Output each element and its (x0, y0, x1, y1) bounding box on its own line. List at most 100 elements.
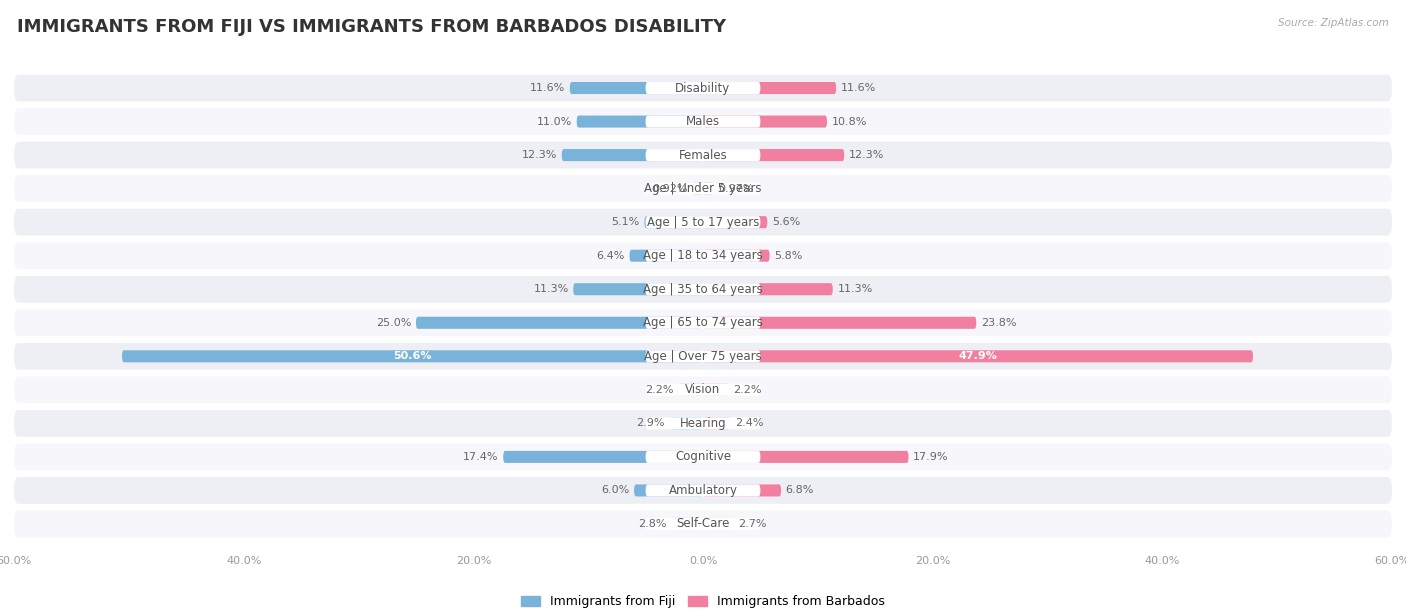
FancyBboxPatch shape (14, 108, 1392, 135)
Text: 11.6%: 11.6% (530, 83, 565, 93)
FancyBboxPatch shape (14, 510, 1392, 537)
Text: IMMIGRANTS FROM FIJI VS IMMIGRANTS FROM BARBADOS DISABILITY: IMMIGRANTS FROM FIJI VS IMMIGRANTS FROM … (17, 18, 725, 36)
FancyBboxPatch shape (703, 451, 908, 463)
Text: 6.0%: 6.0% (602, 485, 630, 496)
Text: 0.92%: 0.92% (652, 184, 688, 193)
Text: Vision: Vision (685, 383, 721, 397)
FancyBboxPatch shape (14, 142, 1392, 168)
FancyBboxPatch shape (14, 410, 1392, 437)
Text: 2.8%: 2.8% (638, 519, 666, 529)
FancyBboxPatch shape (569, 82, 703, 94)
Text: 2.2%: 2.2% (644, 385, 673, 395)
Text: 11.3%: 11.3% (838, 284, 873, 294)
Text: Age | 5 to 17 years: Age | 5 to 17 years (647, 215, 759, 229)
FancyBboxPatch shape (703, 417, 731, 430)
Text: 25.0%: 25.0% (375, 318, 412, 328)
Text: Self-Care: Self-Care (676, 518, 730, 531)
FancyBboxPatch shape (703, 216, 768, 228)
FancyBboxPatch shape (634, 485, 703, 496)
Text: 2.7%: 2.7% (738, 519, 768, 529)
FancyBboxPatch shape (14, 242, 1392, 269)
FancyBboxPatch shape (703, 350, 1253, 362)
FancyBboxPatch shape (14, 209, 1392, 236)
FancyBboxPatch shape (562, 149, 703, 161)
FancyBboxPatch shape (645, 417, 761, 430)
FancyBboxPatch shape (645, 250, 761, 262)
Text: 5.1%: 5.1% (612, 217, 640, 227)
FancyBboxPatch shape (503, 451, 703, 463)
FancyBboxPatch shape (574, 283, 703, 295)
Text: 11.3%: 11.3% (533, 284, 568, 294)
Text: 11.6%: 11.6% (841, 83, 876, 93)
Text: Age | Under 5 years: Age | Under 5 years (644, 182, 762, 195)
Text: Age | 65 to 74 years: Age | 65 to 74 years (643, 316, 763, 329)
FancyBboxPatch shape (645, 485, 761, 496)
Text: 2.2%: 2.2% (733, 385, 762, 395)
FancyBboxPatch shape (645, 182, 761, 195)
Text: Age | 35 to 64 years: Age | 35 to 64 years (643, 283, 763, 296)
FancyBboxPatch shape (576, 116, 703, 127)
FancyBboxPatch shape (703, 149, 844, 161)
FancyBboxPatch shape (14, 376, 1392, 403)
FancyBboxPatch shape (703, 283, 832, 295)
Text: Ambulatory: Ambulatory (668, 484, 738, 497)
FancyBboxPatch shape (703, 317, 976, 329)
Text: 11.0%: 11.0% (537, 116, 572, 127)
FancyBboxPatch shape (645, 116, 761, 127)
Text: Males: Males (686, 115, 720, 128)
Text: 23.8%: 23.8% (981, 318, 1017, 328)
FancyBboxPatch shape (703, 182, 714, 195)
FancyBboxPatch shape (692, 182, 703, 195)
Text: 17.9%: 17.9% (912, 452, 949, 462)
Text: Cognitive: Cognitive (675, 450, 731, 463)
Text: 2.9%: 2.9% (637, 419, 665, 428)
FancyBboxPatch shape (645, 82, 761, 94)
FancyBboxPatch shape (14, 477, 1392, 504)
Legend: Immigrants from Fiji, Immigrants from Barbados: Immigrants from Fiji, Immigrants from Ba… (516, 590, 890, 612)
FancyBboxPatch shape (14, 309, 1392, 336)
FancyBboxPatch shape (703, 518, 734, 530)
Text: 6.8%: 6.8% (786, 485, 814, 496)
Text: 17.4%: 17.4% (463, 452, 499, 462)
Text: 2.4%: 2.4% (735, 419, 763, 428)
FancyBboxPatch shape (645, 149, 761, 161)
FancyBboxPatch shape (671, 518, 703, 530)
Text: Age | Over 75 years: Age | Over 75 years (644, 350, 762, 363)
FancyBboxPatch shape (14, 343, 1392, 370)
Text: 6.4%: 6.4% (596, 251, 624, 261)
FancyBboxPatch shape (669, 417, 703, 430)
FancyBboxPatch shape (645, 216, 761, 228)
FancyBboxPatch shape (630, 250, 703, 262)
FancyBboxPatch shape (703, 82, 837, 94)
FancyBboxPatch shape (14, 175, 1392, 202)
Text: 5.6%: 5.6% (772, 217, 800, 227)
Text: Hearing: Hearing (679, 417, 727, 430)
Text: Source: ZipAtlas.com: Source: ZipAtlas.com (1278, 18, 1389, 28)
Text: 12.3%: 12.3% (522, 150, 557, 160)
FancyBboxPatch shape (644, 216, 703, 228)
FancyBboxPatch shape (645, 518, 761, 530)
FancyBboxPatch shape (645, 283, 761, 295)
Text: 10.8%: 10.8% (831, 116, 868, 127)
FancyBboxPatch shape (645, 451, 761, 463)
FancyBboxPatch shape (645, 350, 761, 362)
FancyBboxPatch shape (14, 276, 1392, 303)
FancyBboxPatch shape (14, 444, 1392, 470)
FancyBboxPatch shape (703, 116, 827, 127)
FancyBboxPatch shape (703, 384, 728, 396)
FancyBboxPatch shape (703, 250, 769, 262)
Text: 12.3%: 12.3% (849, 150, 884, 160)
Text: Disability: Disability (675, 81, 731, 94)
FancyBboxPatch shape (703, 485, 782, 496)
Text: 5.8%: 5.8% (775, 251, 803, 261)
FancyBboxPatch shape (14, 75, 1392, 102)
FancyBboxPatch shape (645, 384, 761, 396)
Text: 47.9%: 47.9% (959, 351, 997, 361)
Text: 50.6%: 50.6% (394, 351, 432, 361)
FancyBboxPatch shape (416, 317, 703, 329)
FancyBboxPatch shape (122, 350, 703, 362)
FancyBboxPatch shape (645, 317, 761, 329)
Text: Females: Females (679, 149, 727, 162)
Text: Age | 18 to 34 years: Age | 18 to 34 years (643, 249, 763, 262)
FancyBboxPatch shape (678, 384, 703, 396)
